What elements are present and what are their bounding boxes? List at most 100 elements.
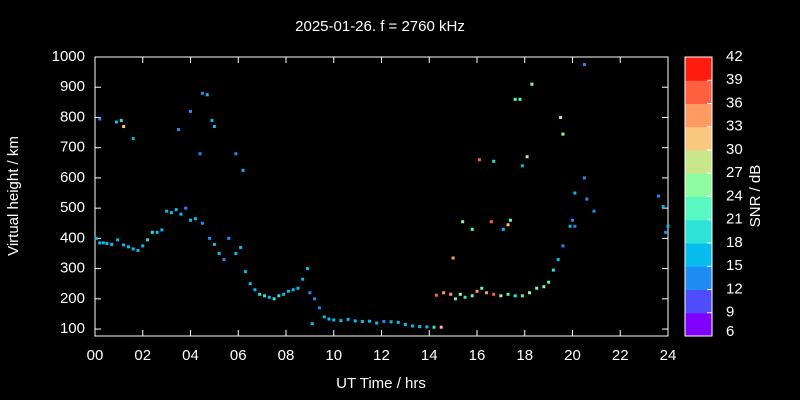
point — [485, 291, 489, 295]
point — [98, 117, 102, 121]
point — [360, 319, 364, 323]
point — [571, 218, 574, 222]
point — [477, 158, 481, 162]
colorbar-tick-label: 33 — [726, 118, 743, 135]
point — [411, 324, 415, 328]
point — [382, 319, 386, 323]
point — [451, 256, 455, 260]
point — [475, 289, 479, 293]
point — [461, 220, 465, 224]
y-tick-label: 900 — [60, 78, 85, 95]
x-tick-label: 06 — [230, 347, 247, 364]
point — [212, 242, 216, 246]
point — [513, 294, 517, 298]
point — [210, 118, 214, 122]
point — [253, 288, 257, 292]
point — [239, 245, 243, 249]
point — [94, 236, 98, 240]
colorbar-band — [685, 150, 712, 174]
point — [208, 236, 212, 240]
y-tick-label: 200 — [60, 290, 85, 307]
y-tick-label: 100 — [60, 320, 85, 337]
y-tick-label: 700 — [60, 139, 85, 156]
point — [131, 137, 135, 141]
point — [432, 325, 436, 329]
point — [200, 91, 204, 95]
point — [585, 197, 589, 201]
point — [332, 318, 336, 322]
point — [508, 218, 512, 222]
colorbar-tick-label: 21 — [726, 211, 743, 228]
point — [454, 297, 458, 301]
y-axis-label: Virtual height / km — [5, 136, 22, 256]
point — [243, 270, 247, 274]
point — [339, 319, 343, 323]
point — [189, 109, 192, 113]
colorbar-band — [685, 103, 712, 128]
point — [389, 320, 393, 324]
colorbar-band — [685, 80, 712, 104]
plot-frame — [94, 56, 669, 337]
point — [573, 191, 577, 195]
point — [114, 120, 118, 124]
point — [520, 164, 524, 168]
point — [317, 306, 321, 310]
x-tick-label: 02 — [134, 347, 151, 364]
point — [155, 230, 159, 234]
x-axis-label: UT Time / hrs — [336, 375, 426, 392]
colorbar-tick-label: 42 — [726, 48, 743, 65]
point — [559, 115, 563, 119]
point — [165, 209, 169, 213]
x-tick-label: 04 — [182, 347, 199, 364]
point — [582, 63, 586, 67]
point — [561, 244, 565, 248]
point — [368, 319, 372, 323]
colorbar-band — [685, 57, 712, 81]
point — [520, 294, 524, 298]
point — [542, 285, 546, 289]
x-tick-label: 08 — [278, 347, 295, 364]
point — [489, 220, 493, 224]
point — [286, 289, 290, 293]
point — [310, 322, 314, 326]
point — [535, 286, 539, 290]
y-tick-label: 600 — [60, 169, 85, 186]
point — [146, 238, 150, 242]
colorbar-tick-label: 36 — [726, 94, 743, 111]
point — [193, 217, 197, 221]
point — [234, 251, 238, 255]
colorbar-label: SNR / dB — [747, 165, 764, 228]
point — [568, 224, 572, 228]
point — [458, 292, 462, 296]
y-tick-label: 300 — [60, 260, 85, 277]
point — [248, 282, 252, 286]
point — [449, 292, 453, 296]
point — [573, 224, 577, 228]
point — [267, 295, 271, 299]
point — [547, 280, 551, 284]
point — [528, 291, 532, 295]
point — [661, 205, 665, 209]
point — [291, 288, 295, 292]
point — [119, 118, 123, 122]
x-tick-label: 16 — [469, 347, 486, 364]
point — [131, 247, 135, 251]
x-tick-label: 14 — [421, 347, 438, 364]
colorbar-band — [685, 266, 712, 290]
x-tick-label: 20 — [564, 347, 581, 364]
point — [513, 97, 517, 101]
colorbar-tick-label: 18 — [726, 234, 743, 251]
point — [227, 236, 231, 240]
point — [301, 277, 305, 281]
point — [353, 319, 357, 323]
y-tick-label: 1000 — [52, 48, 85, 65]
point — [582, 176, 586, 180]
point — [396, 320, 400, 324]
x-tick-label: 12 — [373, 347, 390, 364]
point — [506, 292, 510, 296]
point — [282, 292, 286, 296]
colorbar-tick-label: 30 — [726, 141, 743, 158]
point — [492, 159, 496, 163]
